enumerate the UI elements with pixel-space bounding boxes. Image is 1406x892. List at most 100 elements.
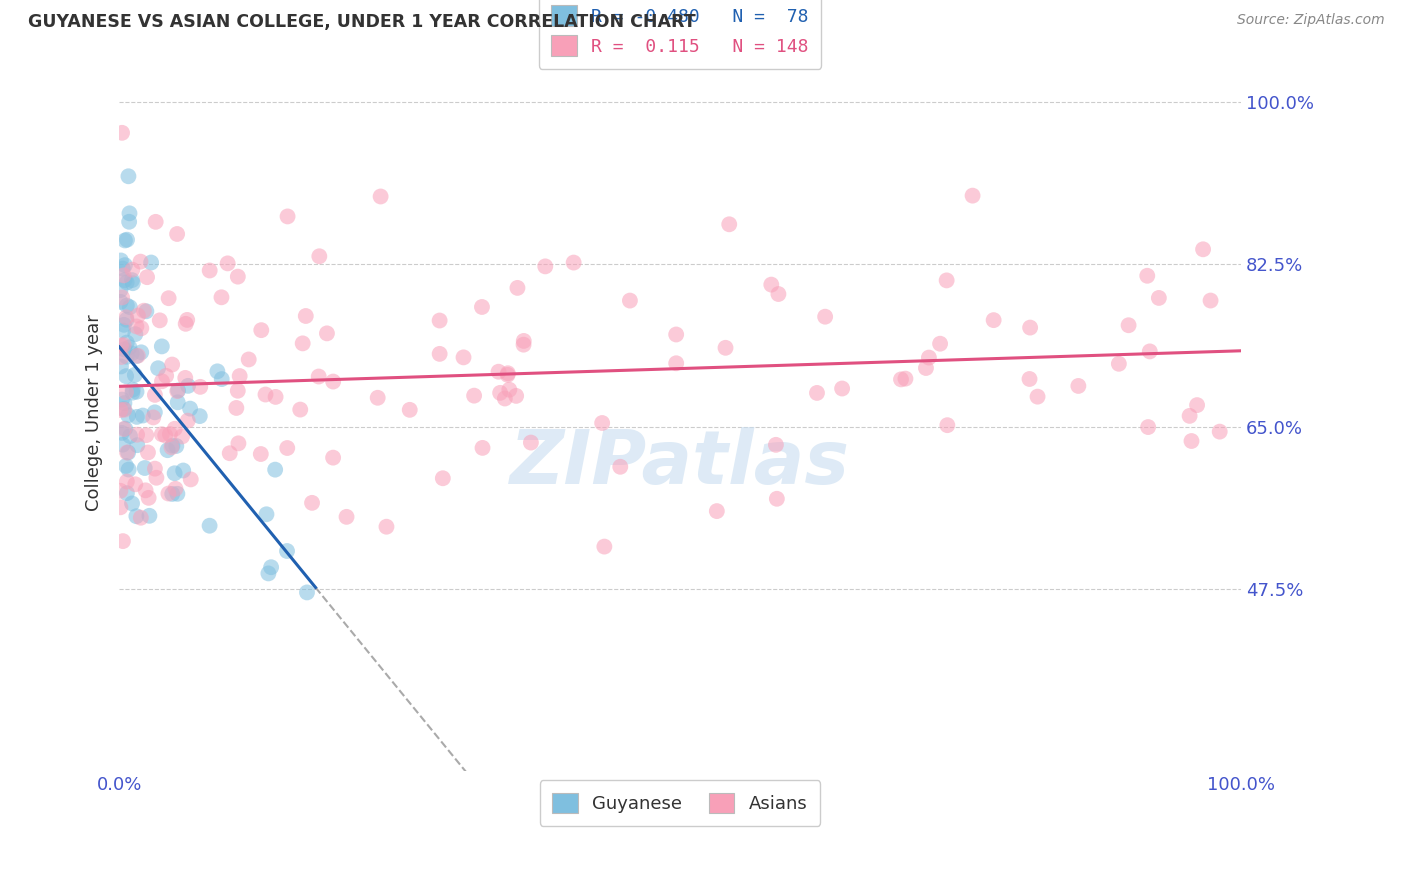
Point xyxy=(138,491,160,505)
Point xyxy=(111,392,134,407)
Point xyxy=(562,255,585,269)
Point xyxy=(225,401,247,415)
Point xyxy=(121,273,143,287)
Point xyxy=(110,338,132,352)
Point xyxy=(136,270,159,285)
Point xyxy=(188,380,211,394)
Point xyxy=(118,215,141,229)
Point xyxy=(111,126,134,140)
Point xyxy=(429,347,451,361)
Point xyxy=(301,496,323,510)
Point xyxy=(290,402,312,417)
Point xyxy=(935,273,957,287)
Point xyxy=(112,422,135,436)
Point xyxy=(179,401,201,416)
Point xyxy=(166,227,188,241)
Point xyxy=(125,349,148,363)
Point xyxy=(112,401,135,416)
Point xyxy=(308,369,330,384)
Point xyxy=(1208,425,1230,439)
Point xyxy=(1139,344,1161,359)
Point xyxy=(124,327,146,342)
Point xyxy=(915,361,938,376)
Point xyxy=(1178,409,1201,423)
Point xyxy=(111,425,134,440)
Point xyxy=(118,340,141,354)
Point xyxy=(143,461,166,475)
Point xyxy=(156,443,179,458)
Point xyxy=(1136,268,1159,283)
Point xyxy=(429,313,451,327)
Point xyxy=(1147,291,1170,305)
Point xyxy=(134,461,156,475)
Point xyxy=(488,365,510,379)
Point xyxy=(132,409,155,423)
Point xyxy=(322,375,344,389)
Point xyxy=(277,210,299,224)
Point xyxy=(118,300,141,314)
Point xyxy=(619,293,641,308)
Point xyxy=(814,310,837,324)
Point xyxy=(138,508,160,523)
Point xyxy=(110,350,132,364)
Point xyxy=(335,509,357,524)
Point xyxy=(159,427,181,442)
Point xyxy=(276,441,298,455)
Point xyxy=(172,429,194,443)
Point xyxy=(165,482,187,496)
Point xyxy=(211,372,233,386)
Point xyxy=(198,518,221,533)
Point xyxy=(714,341,737,355)
Point xyxy=(166,384,188,398)
Point xyxy=(453,351,475,365)
Point xyxy=(706,504,728,518)
Point xyxy=(513,334,536,348)
Point xyxy=(1137,420,1160,434)
Point xyxy=(962,188,984,202)
Point xyxy=(121,346,143,360)
Point xyxy=(316,326,339,341)
Point xyxy=(114,234,136,248)
Point xyxy=(117,169,139,184)
Point xyxy=(1192,242,1215,256)
Point xyxy=(260,560,283,574)
Point xyxy=(249,447,271,461)
Point xyxy=(291,336,314,351)
Point xyxy=(256,508,278,522)
Point xyxy=(593,540,616,554)
Point xyxy=(155,428,177,442)
Point xyxy=(463,389,485,403)
Point xyxy=(1118,318,1140,333)
Legend: Guyanese, Asians: Guyanese, Asians xyxy=(540,780,820,826)
Point xyxy=(131,321,153,335)
Point xyxy=(115,310,138,325)
Point xyxy=(115,276,138,290)
Point xyxy=(768,287,790,301)
Point xyxy=(121,383,143,397)
Point xyxy=(145,215,167,229)
Point xyxy=(125,509,148,524)
Point xyxy=(127,349,149,363)
Point xyxy=(112,268,135,283)
Point xyxy=(207,364,229,378)
Point xyxy=(124,368,146,382)
Point xyxy=(114,273,136,287)
Point xyxy=(471,300,494,314)
Point xyxy=(112,343,135,357)
Point xyxy=(135,428,157,442)
Point xyxy=(163,467,186,481)
Point xyxy=(127,438,149,452)
Point xyxy=(110,253,132,268)
Point xyxy=(115,299,138,313)
Text: ZIPatlas: ZIPatlas xyxy=(510,426,851,500)
Point xyxy=(112,318,135,332)
Point xyxy=(110,294,132,309)
Point xyxy=(127,427,149,442)
Point xyxy=(145,471,167,485)
Point xyxy=(111,290,134,304)
Point xyxy=(127,309,149,323)
Point xyxy=(129,510,152,524)
Point xyxy=(489,385,512,400)
Point xyxy=(150,374,173,388)
Point xyxy=(136,445,159,459)
